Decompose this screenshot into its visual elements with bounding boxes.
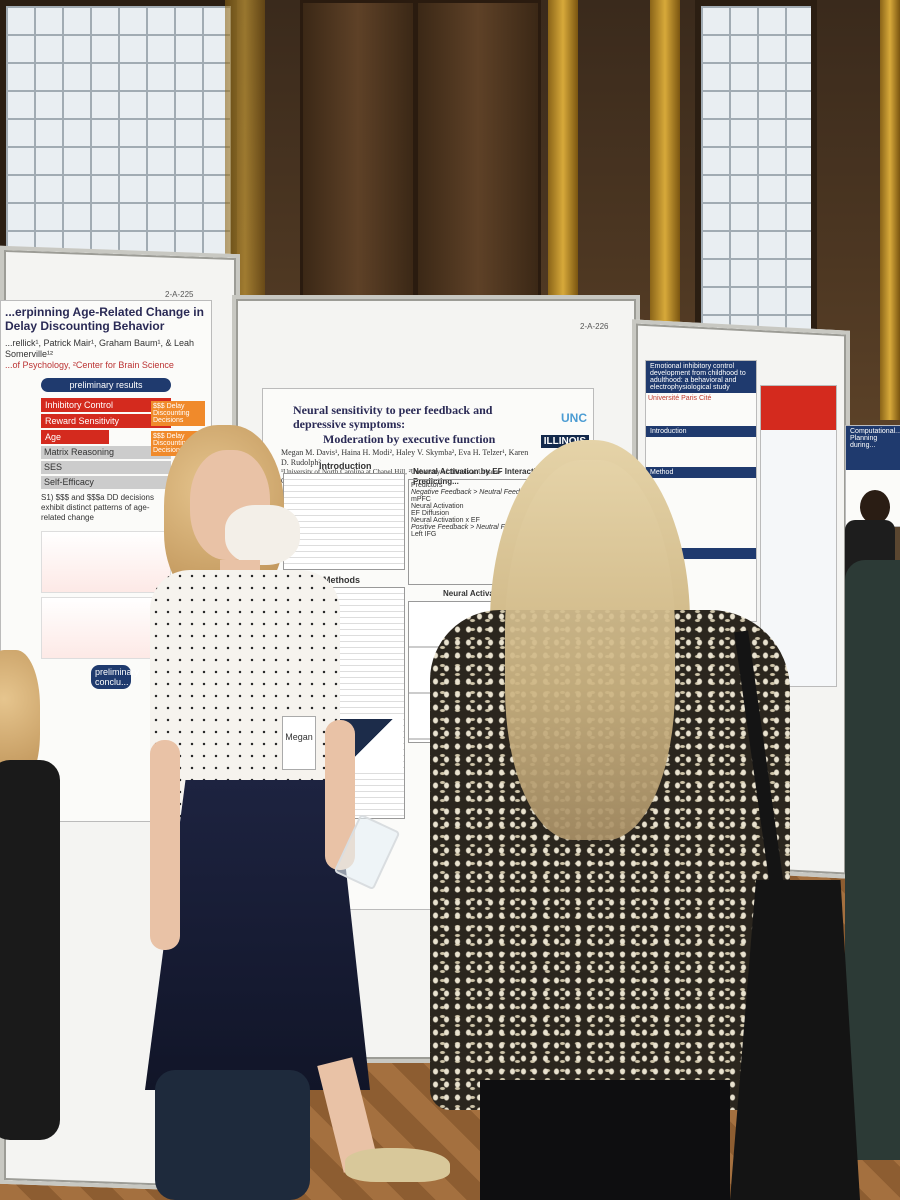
poster-far-right: Computational... Planning during... bbox=[845, 425, 900, 527]
gold-pilaster-1 bbox=[548, 0, 578, 320]
chip-reward-sensitivity: Reward Sensitivity bbox=[41, 413, 171, 428]
left-window bbox=[0, 0, 237, 302]
left-poster-authors: ...rellick¹, Patrick Mair¹, Graham Baum¹… bbox=[5, 337, 195, 360]
left-item-s1: S1) $$$ and $$$a DD decisions exhibit di… bbox=[41, 493, 154, 523]
right-poster-title: Emotional inhibitory control development… bbox=[646, 361, 756, 393]
right-poster-institution: Université Paris Cité bbox=[648, 395, 712, 402]
left-prelim-conclusions: preliminary conclu... bbox=[91, 665, 139, 690]
poster-left: ...erpinning Age-Related Change in Delay… bbox=[0, 300, 212, 822]
board-code-left: 2-A-225 bbox=[165, 290, 194, 299]
left-plot-1 bbox=[41, 531, 171, 594]
door-left bbox=[300, 0, 416, 306]
chip-age: Age bbox=[41, 429, 109, 444]
name-badge: Megan bbox=[282, 716, 316, 770]
presenter-arm-left bbox=[150, 740, 180, 950]
chip-ses: SES bbox=[41, 460, 171, 475]
center-poster-subtitle: Moderation by executive function bbox=[323, 431, 496, 446]
board-code-center: 2-A-226 bbox=[580, 322, 609, 331]
left-edge-person-body bbox=[0, 760, 60, 1140]
table-row: EF Diffusion bbox=[411, 510, 449, 517]
door-right bbox=[415, 0, 541, 316]
table-title: Neural Activation by EF Interactions Pre… bbox=[413, 467, 551, 486]
right2-title-bar bbox=[761, 386, 836, 430]
face-mask bbox=[225, 505, 300, 565]
section-introduction: Introduction bbox=[319, 461, 372, 471]
bystander-2 bbox=[845, 560, 900, 1160]
tote-bag bbox=[730, 880, 860, 1200]
chip-self-efficacy: Self-Efficacy bbox=[41, 476, 171, 490]
badge-name: Megan bbox=[285, 732, 313, 742]
table-col2: Left IFG bbox=[411, 531, 437, 538]
visitor bbox=[425, 440, 865, 1200]
results-table: Predictors Negative Feedback > Neutral F… bbox=[408, 479, 593, 585]
poster-right-2 bbox=[760, 385, 837, 687]
right-window bbox=[695, 0, 817, 372]
table-sub-pos: Positive Feedback > Neutral Feedba... bbox=[411, 524, 531, 531]
table-col: mPFC bbox=[411, 496, 431, 503]
left-window-frame bbox=[225, 0, 265, 300]
logo-unc: UNC bbox=[561, 411, 587, 425]
left-poster-title: ...erpinning Age-Related Change in Delay… bbox=[5, 305, 204, 334]
center-poster-authors: Megan M. Davis¹, Haina H. Modi², Haley V… bbox=[281, 448, 529, 468]
far-right-title: Computational... Planning during... bbox=[846, 426, 900, 470]
left-plot-2 bbox=[41, 597, 171, 660]
table-sub-neg: Negative Feedback > Neutral Feedb... bbox=[411, 489, 530, 496]
section-methods: Methods bbox=[323, 575, 360, 585]
chip-inhibitory-control: Inhibitory Control bbox=[41, 397, 171, 412]
right-sec-method: Method bbox=[646, 466, 756, 478]
left-prelim-results: preliminary results bbox=[41, 377, 171, 392]
table-row: Neural Activation x EF bbox=[411, 517, 480, 524]
gold-pilaster-3 bbox=[880, 0, 900, 420]
left-poster-affiliation: ...of Psychology, ²Center for Brain Scie… bbox=[5, 360, 174, 371]
chip-matrix: Matrix Reasoning bbox=[41, 445, 171, 459]
table-row: Neural Activation bbox=[411, 503, 464, 510]
orange-chip-1: $$$ Delay Discounting Decisions bbox=[151, 401, 205, 426]
center-poster-title: Neural sensitivity to peer feedback and … bbox=[293, 403, 493, 432]
floor-bag bbox=[155, 1070, 310, 1200]
presenter-shoe bbox=[345, 1148, 450, 1182]
table-row: Predictors bbox=[411, 482, 443, 489]
presenter: Megan bbox=[140, 420, 450, 1200]
right-sec-intro: Introduction bbox=[646, 425, 756, 437]
visitor-pants bbox=[480, 1080, 730, 1200]
visitor-hair-front bbox=[505, 460, 675, 840]
gold-pilaster-2 bbox=[650, 0, 680, 330]
